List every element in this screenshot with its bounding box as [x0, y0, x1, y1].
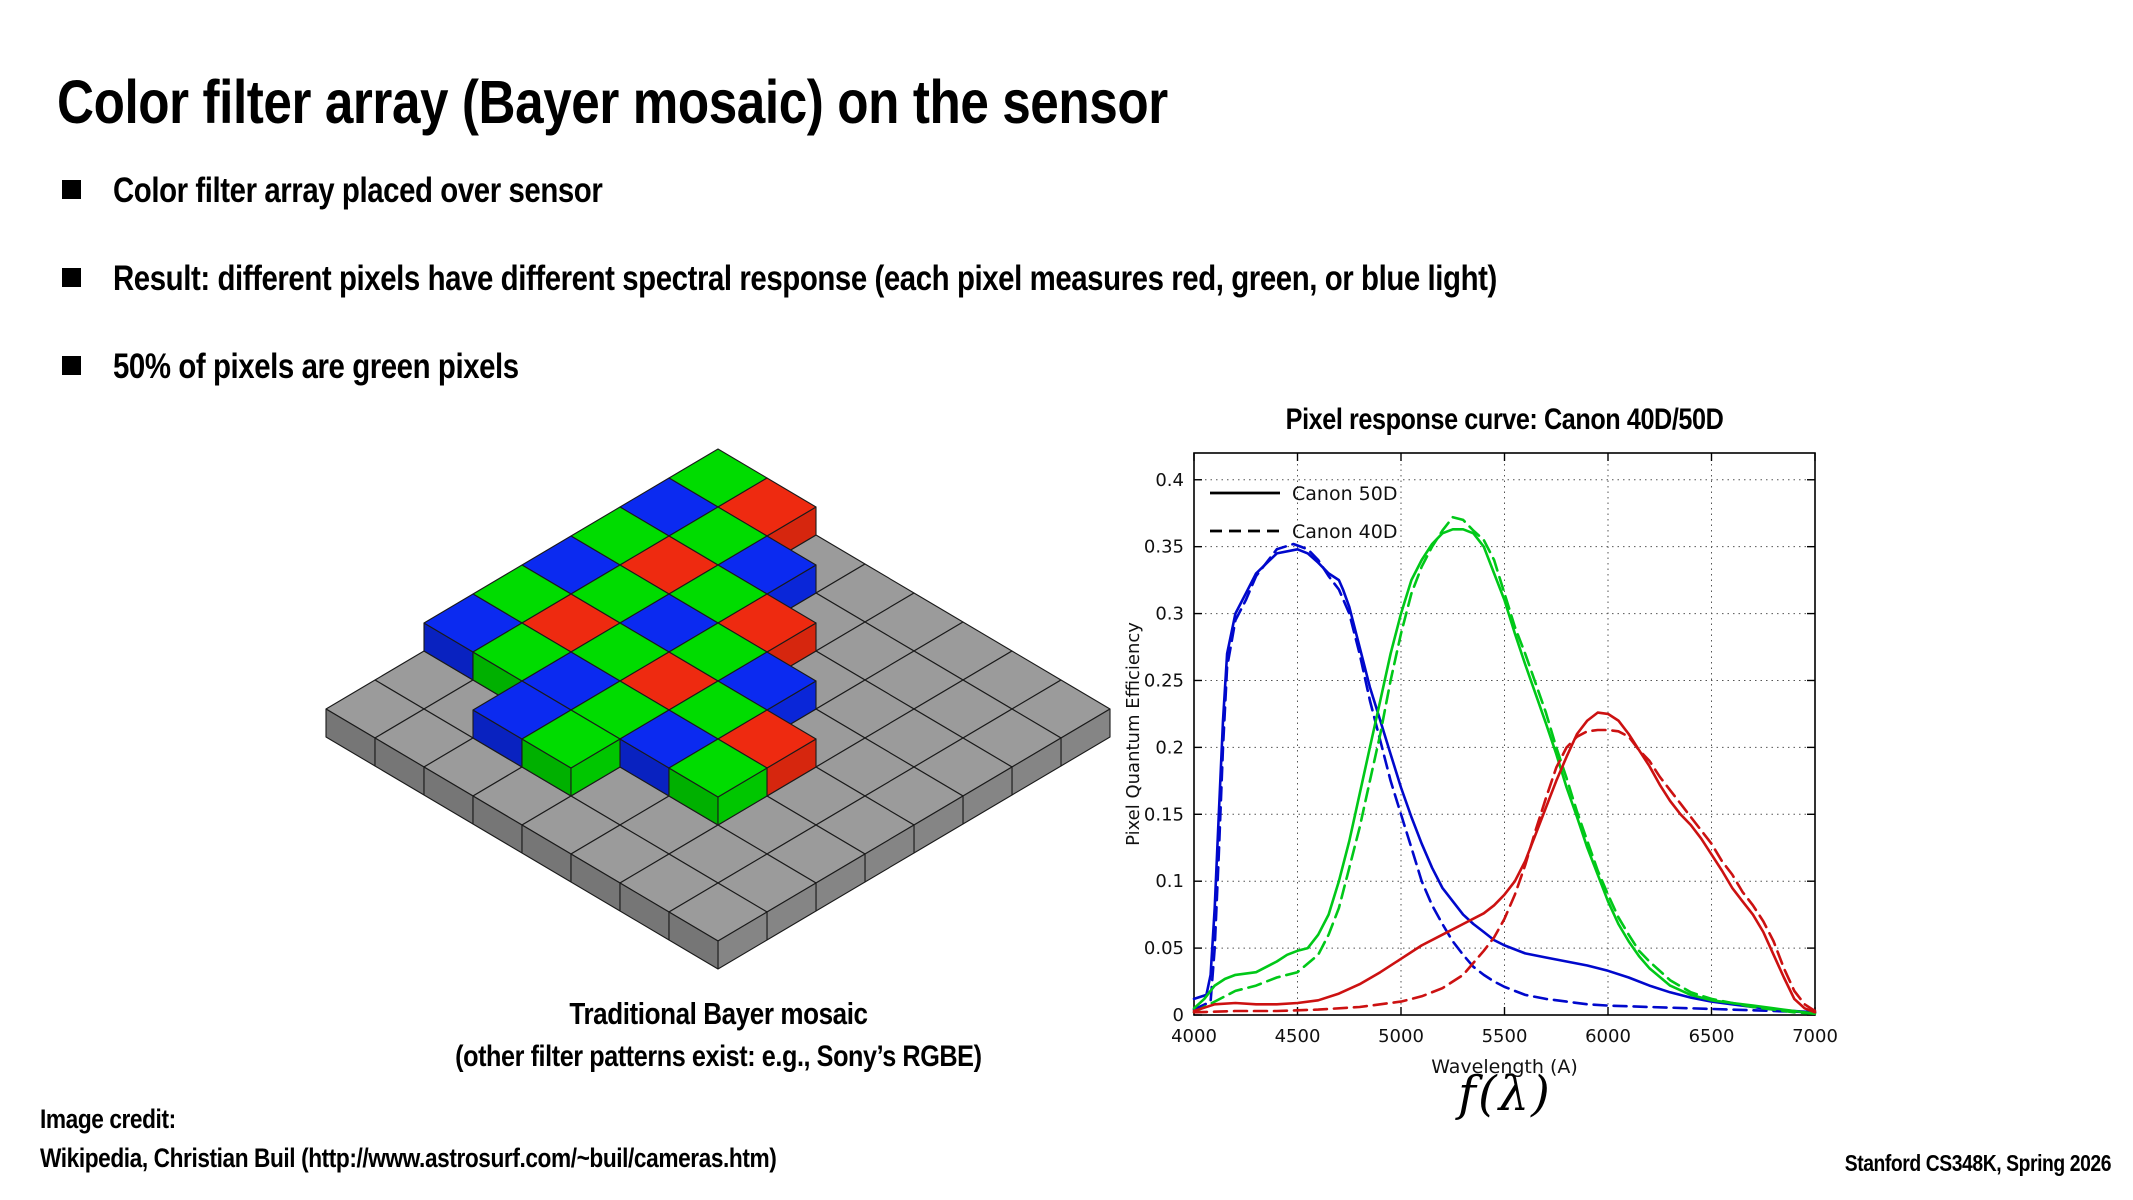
svg-text:4000: 4000 [1171, 1026, 1217, 1047]
svg-text:Canon 40D: Canon 40D [1292, 521, 1397, 543]
mosaic-caption-line1: Traditional Bayer mosaic [568, 996, 868, 1031]
bullet-item: Result: different pixels have different … [62, 256, 1760, 302]
svg-text:6000: 6000 [1585, 1026, 1631, 1047]
pixel-response-chart: 4000 4500 5000 5500 6000 6500 7000 0 0.05 0.1 0.15… [1123, 452, 1838, 1078]
bullet-text: Result: different pixels have different … [113, 259, 1497, 298]
chart-title: Pixel response curve: Canon 40D/50D [1286, 403, 1724, 436]
bayer-mosaic-illustration [325, 448, 1111, 970]
bullet-square-icon [62, 180, 81, 199]
svg-text:Canon 50D: Canon 50D [1292, 483, 1397, 505]
bullet-list: Color filter array placed over sensor Re… [62, 168, 1760, 432]
bullet-item: 50% of pixels are green pixels [62, 344, 1760, 390]
bullet-square-icon [62, 356, 81, 375]
svg-text:0.4: 0.4 [1155, 470, 1184, 491]
svg-text:5000: 5000 [1378, 1026, 1424, 1047]
course-footer: Stanford CS348K, Spring 2026 [1844, 1150, 2112, 1176]
mosaic-caption-line2: (other filter patterns exist: e.g., Sony… [454, 1040, 982, 1073]
page-title: Color filter array (Bayer mosaic) on the… [57, 67, 1379, 137]
f-lambda-annotation: f(λ) [1458, 1066, 1552, 1122]
svg-text:0.2: 0.2 [1155, 737, 1184, 758]
svg-text:0.35: 0.35 [1144, 537, 1184, 558]
image-credit-source: Wikipedia, Christian Buil (http://www.as… [40, 1143, 777, 1173]
svg-text:7000: 7000 [1792, 1026, 1838, 1047]
svg-text:0.25: 0.25 [1144, 670, 1184, 691]
svg-text:0.3: 0.3 [1155, 604, 1184, 625]
svg-text:0.05: 0.05 [1144, 938, 1184, 959]
svg-text:0: 0 [1173, 1005, 1184, 1026]
svg-text:5500: 5500 [1482, 1026, 1528, 1047]
bullet-text: 50% of pixels are green pixels [113, 347, 519, 386]
svg-text:4500: 4500 [1275, 1026, 1321, 1047]
svg-text:0.15: 0.15 [1144, 804, 1184, 825]
page-title-text: Color filter array (Bayer mosaic) on the… [57, 67, 1168, 136]
svg-text:Pixel Quantum Efficiency: Pixel Quantum Efficiency [1123, 622, 1144, 846]
svg-text:Wavelength (A): Wavelength (A) [1431, 1056, 1578, 1078]
svg-text:6500: 6500 [1689, 1026, 1735, 1047]
bullet-item: Color filter array placed over sensor [62, 168, 1760, 214]
bullet-square-icon [62, 268, 81, 287]
svg-text:0.1: 0.1 [1155, 871, 1184, 892]
bullet-text: Color filter array placed over sensor [113, 171, 603, 210]
image-credit-label: Image credit: [40, 1104, 176, 1134]
